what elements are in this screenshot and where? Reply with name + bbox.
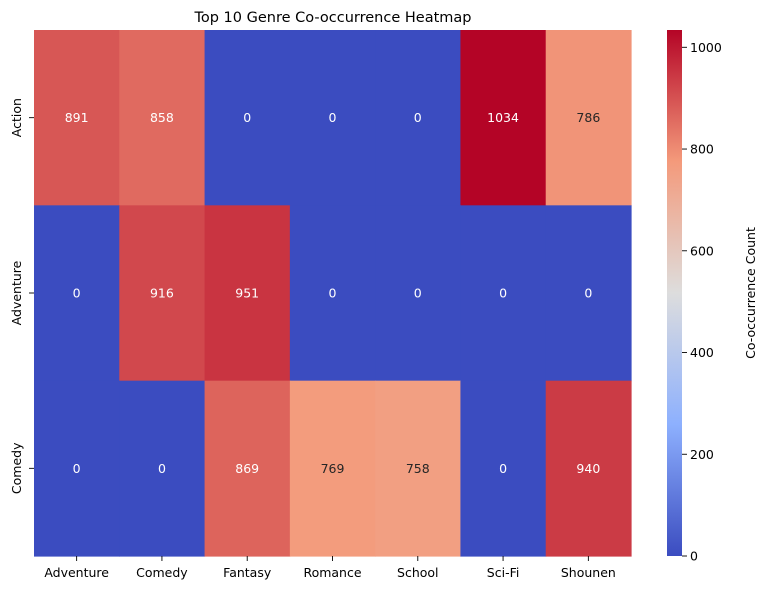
heatmap-cell <box>375 30 462 206</box>
y-axis: Action Adventure Comedy <box>9 98 34 494</box>
cell-value-label: 869 <box>235 461 259 476</box>
cell-value-label: 769 <box>321 461 345 476</box>
colorbar-tick-label: 0 <box>690 549 698 564</box>
cell-value-label: 1034 <box>487 110 519 125</box>
colorbar: 0 200 400 600 800 1000 Co-occurrence Count <box>667 30 758 564</box>
heatmap-cell <box>119 30 206 206</box>
cell-value-label: 940 <box>576 461 600 476</box>
x-tick-label: Comedy <box>136 565 188 580</box>
cell-value-labels: 891 858 0 0 0 1034 786 0 916 951 0 0 0 0 0 0 869 769 758 0 9… <box>65 110 601 476</box>
heatmap-cell <box>289 205 376 382</box>
x-tick-label: Adventure <box>44 565 109 580</box>
cell-value-label: 951 <box>235 286 259 301</box>
heatmap-cell <box>34 205 120 382</box>
x-axis: Adventure Comedy Fantasy Romance School Sci-F… <box>44 556 616 580</box>
x-tick-label: Romance <box>303 565 361 580</box>
x-tick-label: Sci-Fi <box>487 565 520 580</box>
colorbar-tick-label: 600 <box>690 243 714 258</box>
heatmap-cell <box>204 30 291 206</box>
cell-value-label: 0 <box>158 461 166 476</box>
cell-value-label: 0 <box>73 461 81 476</box>
colorbar-tick-label: 1000 <box>690 40 722 55</box>
cell-value-label: 758 <box>406 461 430 476</box>
cell-value-label: 0 <box>499 461 507 476</box>
heatmap-cell <box>375 380 462 557</box>
chart-title: Top 10 Genre Co-occurrence Heatmap <box>193 10 471 26</box>
cell-value-label: 0 <box>243 110 251 125</box>
colorbar-label: Co-occurrence Count <box>743 227 758 359</box>
x-tick-label: Fantasy <box>223 565 272 580</box>
heatmap-cell <box>119 205 206 382</box>
cell-value-label: 0 <box>414 110 422 125</box>
x-tick-label: School <box>397 565 439 580</box>
colorbar-tick-label: 200 <box>690 447 714 462</box>
heatmap-cell <box>460 380 547 557</box>
heatmap-cell <box>545 205 632 382</box>
heatmap-cell <box>34 30 120 206</box>
cell-value-label: 0 <box>73 286 81 301</box>
heatmap-cell <box>460 30 547 206</box>
cell-value-label: 916 <box>150 286 174 301</box>
y-tick-label: Adventure <box>9 260 24 325</box>
heatmap-cell <box>289 380 376 557</box>
heatmap-cell <box>460 205 547 382</box>
cell-value-label: 0 <box>414 286 422 301</box>
colorbar-tick-label: 400 <box>690 345 714 360</box>
cell-value-label: 0 <box>329 286 337 301</box>
y-tick-label: Action <box>9 98 24 137</box>
cell-value-label: 0 <box>499 286 507 301</box>
heatmap-cell <box>289 30 376 206</box>
cell-value-label: 0 <box>329 110 337 125</box>
x-tick-label: Shounen <box>561 565 616 580</box>
heatmap-cell <box>204 205 291 382</box>
heatmap-cells <box>34 30 632 557</box>
cell-value-label: 891 <box>65 110 89 125</box>
colorbar-tick-label: 800 <box>690 142 714 157</box>
y-tick-label: Comedy <box>9 442 24 494</box>
heatmap-cell <box>119 380 206 557</box>
colorbar-gradient <box>667 30 682 556</box>
cell-value-label: 0 <box>584 286 592 301</box>
cell-value-label: 858 <box>150 110 174 125</box>
cell-value-label: 786 <box>576 110 600 125</box>
heatmap-cell <box>375 205 462 382</box>
heatmap-cell <box>545 30 632 206</box>
heatmap-cell <box>545 380 632 557</box>
heatmap-cell <box>34 380 120 557</box>
heatmap-cell <box>204 380 291 557</box>
